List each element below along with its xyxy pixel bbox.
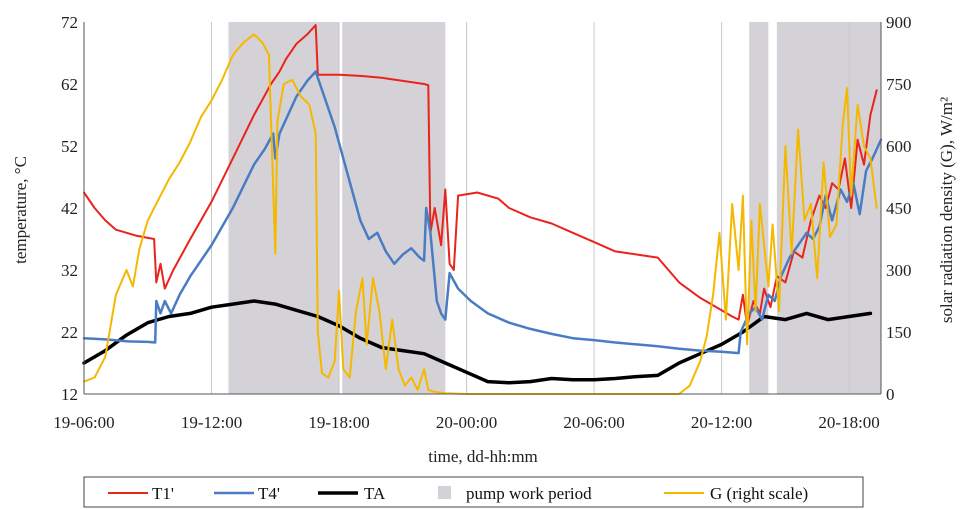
x-tick-4: 20-06:00 (563, 413, 624, 432)
legend-swatch-pump (438, 486, 451, 499)
right-tick-4: 600 (886, 137, 912, 156)
left-tick-5: 62 (61, 75, 78, 94)
left-tick-2: 32 (61, 261, 78, 280)
y-axis-title-left: temperature, °C (11, 156, 30, 264)
right-tick-6: 900 (886, 13, 912, 32)
right-tick-labels: 0 150 300 450 600 750 900 (886, 13, 912, 404)
x-tick-3: 20-00:00 (436, 413, 497, 432)
right-tick-5: 750 (886, 75, 912, 94)
series-0 (83, 24, 878, 327)
right-tick-2: 300 (886, 261, 912, 280)
x-tick-2: 19-18:00 (308, 413, 369, 432)
left-tick-labels: 12 22 32 42 52 62 72 (61, 13, 78, 404)
legend-label-ta: TA (364, 484, 386, 503)
left-tick-3: 42 (61, 199, 78, 218)
x-axis-title: time, dd-hh:mm (428, 447, 538, 466)
legend-box (83, 476, 864, 508)
legend-label-t1: T1' (152, 484, 174, 503)
right-tick-1: 150 (886, 323, 912, 342)
left-tick-4: 52 (61, 137, 78, 156)
series-lines (82, 24, 883, 395)
x-tick-5: 20-12:00 (691, 413, 752, 432)
right-tick-0: 0 (886, 385, 895, 404)
legend-label-g: G (right scale) (710, 484, 808, 503)
grid-lines (211, 22, 850, 394)
pump-band-0 (228, 22, 340, 394)
x-tick-6: 20-18:00 (818, 413, 879, 432)
left-tick-0: 12 (61, 385, 78, 404)
y-axis-title-right: solar radiation density (G), W/m² (937, 97, 956, 323)
legend-label-t4: T4' (258, 484, 280, 503)
left-tick-1: 22 (61, 323, 78, 342)
x-tick-0: 19-06:00 (53, 413, 114, 432)
x-tick-1: 19-12:00 (181, 413, 242, 432)
x-tick-labels: 19-06:00 19-12:00 19-18:00 20-00:00 20-06:00… (53, 413, 880, 432)
legend-label-pump: pump work period (466, 484, 592, 503)
series-3 (83, 33, 878, 395)
left-tick-6: 72 (61, 13, 78, 32)
legend: T1' T4' TA pump work period G (right sca… (83, 476, 864, 508)
axes (83, 22, 882, 395)
right-tick-3: 450 (886, 199, 912, 218)
